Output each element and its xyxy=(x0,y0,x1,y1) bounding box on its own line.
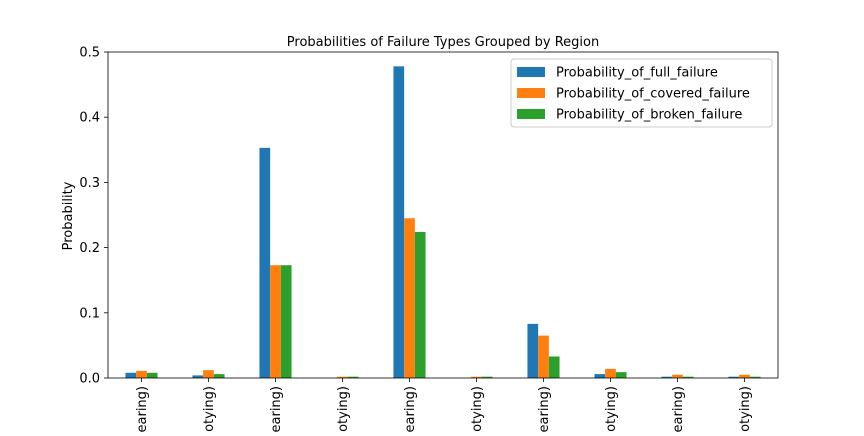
bar xyxy=(347,376,359,378)
x-tick-label: earing) xyxy=(135,386,150,432)
bar xyxy=(615,372,627,378)
x-tick-label: otying) xyxy=(738,386,753,432)
legend-box xyxy=(510,58,773,128)
bar xyxy=(146,372,158,378)
bar xyxy=(393,66,405,379)
chart-title: Probabilities of Failure Types Grouped b… xyxy=(287,35,599,50)
plot-frame xyxy=(107,51,779,379)
legend-label: Probability_of_full_failure xyxy=(556,66,718,81)
bar xyxy=(682,376,694,378)
bar xyxy=(192,375,204,378)
legend-swatch xyxy=(517,109,545,119)
legend-label: Probability_of_broken_failure xyxy=(556,108,742,123)
bar xyxy=(136,370,147,378)
y-tick-label: 0.5 xyxy=(79,46,100,61)
bar xyxy=(471,376,482,378)
x-tick-label: earing) xyxy=(537,386,552,432)
y-tick-label: 0.1 xyxy=(79,306,100,321)
y-axis-ticks: 0.0 0.1 0.2 0.3 0.4 0.5 xyxy=(79,46,108,387)
bar xyxy=(605,368,616,378)
bar xyxy=(203,370,214,378)
bar xyxy=(527,323,539,378)
bar xyxy=(672,374,683,378)
y-tick-label: 0.2 xyxy=(79,241,100,256)
x-tick-label: earing) xyxy=(403,386,418,432)
bars-group xyxy=(125,66,761,379)
bar xyxy=(404,218,415,378)
bar xyxy=(538,335,549,378)
bar xyxy=(739,374,750,378)
bar xyxy=(280,265,292,378)
bar xyxy=(337,376,348,378)
bar xyxy=(661,376,673,378)
y-tick-label: 0.3 xyxy=(79,176,100,191)
bar xyxy=(270,265,281,378)
legend-swatch xyxy=(517,67,545,77)
bar xyxy=(548,356,560,378)
x-axis-ticks: earing) otying) earing) otying) earing) otyin… xyxy=(135,378,753,432)
legend-swatch xyxy=(517,88,545,98)
bar xyxy=(594,374,606,378)
bar xyxy=(259,147,271,378)
x-tick-label: otying) xyxy=(202,386,217,432)
bar xyxy=(414,231,426,378)
bar xyxy=(213,374,225,378)
y-tick-label: 0.0 xyxy=(79,372,100,387)
bar xyxy=(125,372,137,378)
bar xyxy=(728,376,740,378)
bar xyxy=(481,376,493,378)
legend-label: Probability_of_covered_failure xyxy=(556,87,750,102)
x-tick-label: earing) xyxy=(671,386,686,432)
x-tick-label: otying) xyxy=(336,386,351,432)
bar xyxy=(749,376,761,378)
y-tick-label: 0.4 xyxy=(79,111,100,126)
y-axis-label: Probability xyxy=(61,181,76,250)
x-tick-label: otying) xyxy=(470,386,485,432)
legend: Probability_of_full_failure Probability_o… xyxy=(510,58,773,128)
x-tick-label: otying) xyxy=(604,386,619,432)
x-tick-label: earing) xyxy=(269,386,284,432)
